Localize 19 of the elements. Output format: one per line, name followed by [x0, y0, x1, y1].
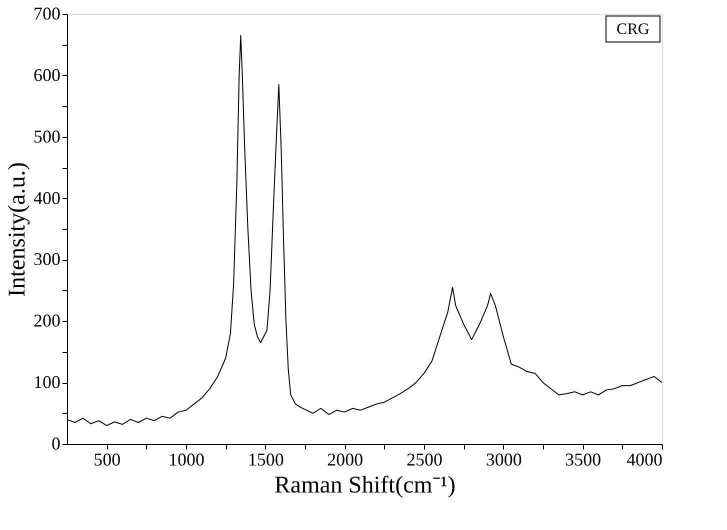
- x-tick-label: 500: [94, 450, 121, 470]
- annotation: CRG: [616, 21, 650, 38]
- x-tick-label: 2000: [327, 450, 364, 470]
- x-tick-label: 3000: [486, 450, 522, 470]
- x-tick-label: 2500: [406, 450, 442, 470]
- y-tick-label: 300: [34, 249, 60, 270]
- y-tick-label: 700: [34, 4, 60, 24]
- y-tick-label: 400: [34, 188, 60, 208]
- y-tick-label: 500: [34, 126, 60, 146]
- y-tick-label: 200: [34, 310, 60, 331]
- y-axis-title: Intensity(a.u.): [4, 162, 30, 297]
- y-tick-label: 600: [34, 64, 60, 85]
- x-tick-label: 1000: [168, 450, 204, 470]
- y-tick-label: 100: [34, 372, 60, 392]
- x-tick-label: 3500: [565, 450, 602, 470]
- y-tick-label: 0: [52, 434, 60, 454]
- x-tick-label: 4000: [626, 450, 662, 470]
- x-tick-label: 1500: [248, 450, 284, 470]
- x-axis-title: Raman Shift(cm⁻¹): [274, 472, 456, 498]
